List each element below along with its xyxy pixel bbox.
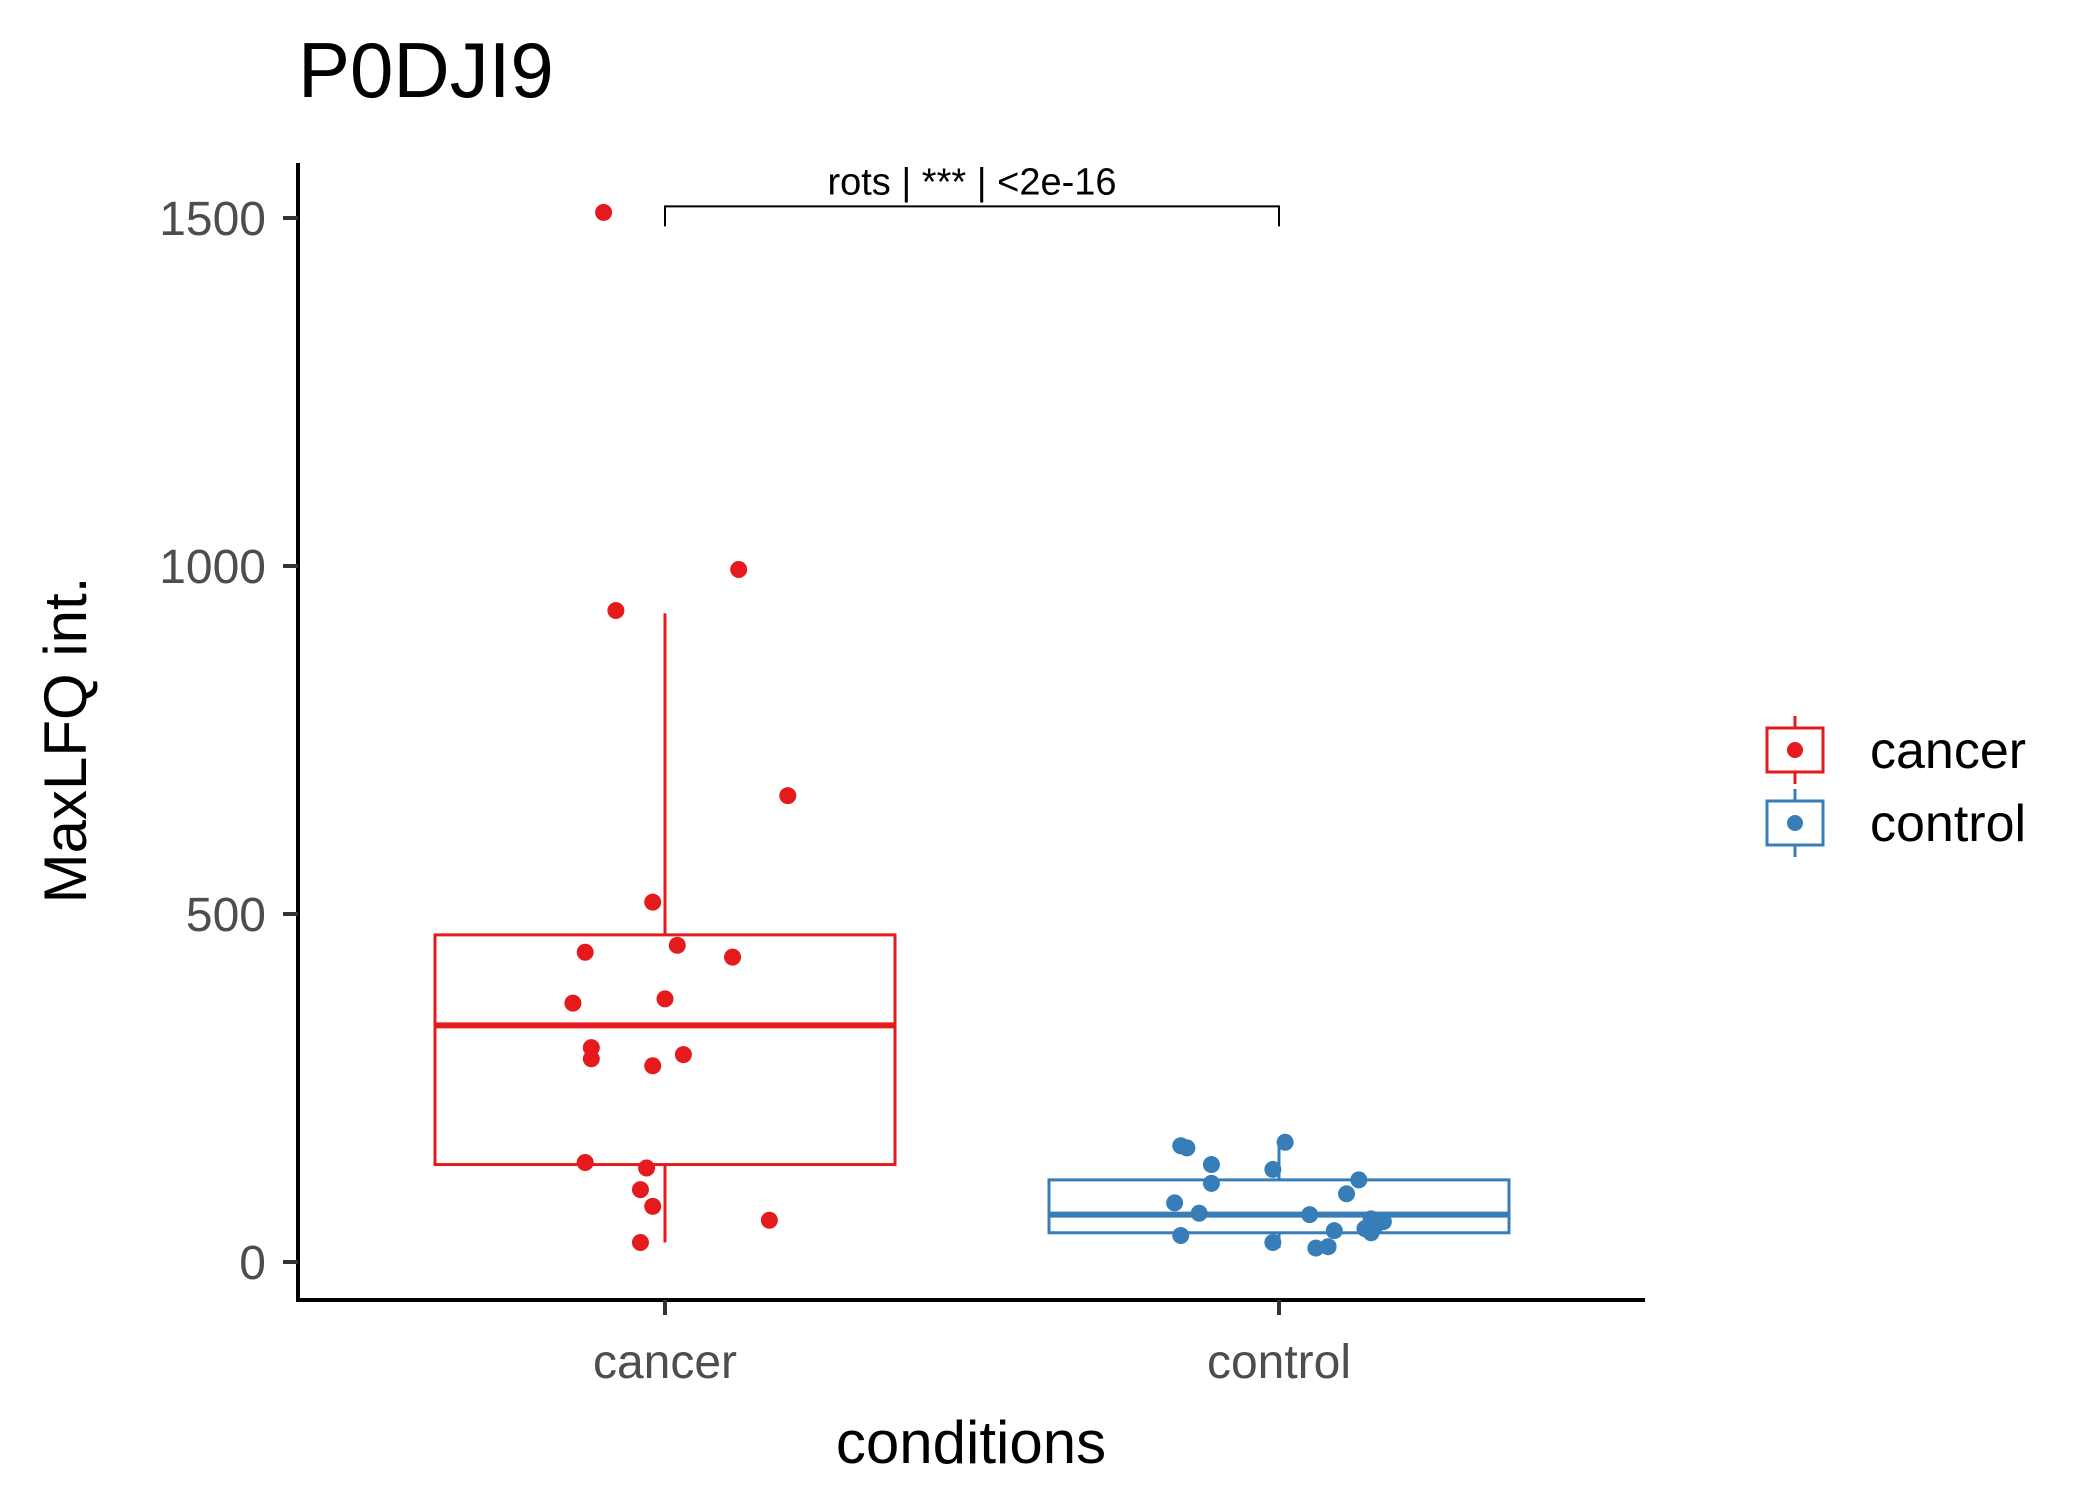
x-axis-ticks: cancer control [593,1300,1351,1389]
points-cancer [564,203,797,1252]
data-point [1166,1194,1184,1212]
x-tick-label: control [1207,1336,1351,1389]
data-point [644,1197,662,1215]
data-point [1301,1206,1319,1224]
y-axis-ticks: 0 500 1000 1500 [159,193,298,1290]
legend-label: cancer [1870,722,2026,780]
data-point [631,1234,649,1252]
legend-key-box [1765,799,1825,847]
significance-line [664,205,1280,227]
plot-area [433,203,1511,1257]
y-tick-label: 0 [239,1237,266,1290]
data-point [644,893,662,911]
y-tick-label: 1000 [159,541,266,594]
data-point [564,994,582,1012]
legend-item-control: control [1765,789,2026,857]
legend-key-point [1787,815,1803,831]
box-rect [1047,1178,1511,1235]
data-point [668,936,686,954]
legend-key-box [1765,726,1825,774]
y-tick-label: 500 [186,889,266,942]
data-point [1202,1156,1220,1174]
box-cancer [433,613,897,1243]
data-point [582,1050,600,1068]
data-point [1202,1174,1220,1192]
data-point [724,948,742,966]
legend-item-cancer: cancer [1765,716,2026,784]
legend-label: control [1870,795,2026,853]
data-point [1276,1133,1294,1151]
data-point [1307,1239,1325,1257]
y-tick-label: 1500 [159,193,266,246]
box-control [1047,1142,1511,1249]
data-point [1362,1224,1380,1242]
data-point [1325,1222,1343,1240]
data-point [1172,1227,1190,1245]
chart-title: P0DJI9 [298,26,554,114]
data-point [595,203,613,221]
data-point [576,1153,594,1171]
data-point [674,1046,692,1064]
points-control [1166,1133,1392,1257]
box-rect [433,933,897,1167]
significance-label: rots | *** | <2e-16 [827,161,1116,203]
data-point [1319,1238,1337,1256]
data-point [656,990,674,1008]
y-axis-title: MaxLFQ int. [32,577,99,904]
data-point [607,602,625,620]
significance-bracket: rots | *** | <2e-16 [664,161,1280,227]
data-point [576,943,594,961]
data-point [1264,1234,1282,1252]
data-point [760,1211,778,1229]
data-point [631,1181,649,1199]
x-tick-label: cancer [593,1336,737,1389]
data-point [730,560,748,578]
legend-key-point [1787,742,1803,758]
data-point [1338,1185,1356,1203]
data-point [1178,1139,1196,1157]
data-point [638,1159,656,1177]
data-point [1350,1171,1368,1189]
data-point [779,787,797,805]
data-point [644,1057,662,1075]
data-point [1190,1204,1208,1222]
axes [296,163,1645,1302]
data-point [1264,1160,1282,1178]
legend: cancer control [1765,716,2026,857]
x-axis-title: conditions [836,1409,1106,1476]
